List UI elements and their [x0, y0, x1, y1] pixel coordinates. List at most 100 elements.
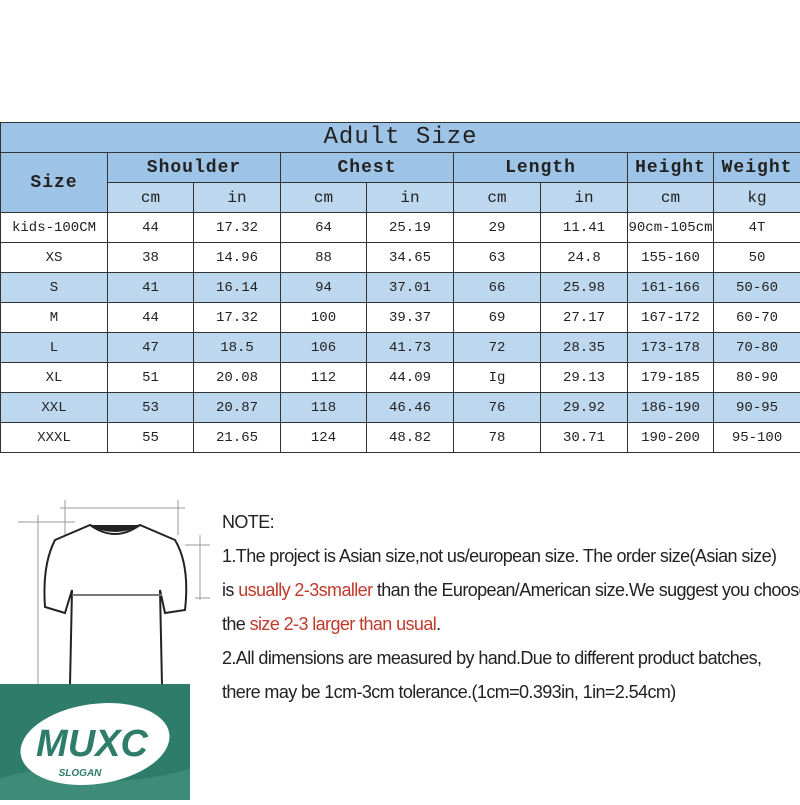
value-cell: 41 [108, 273, 194, 303]
note-line-4: 2.All dimensions are measured by hand.Du… [222, 641, 800, 675]
value-cell: 69 [454, 303, 541, 333]
value-cell: 155-160 [628, 243, 714, 273]
value-cell: 25.98 [541, 273, 628, 303]
brand-logo: MUXC SLOGAN [0, 684, 190, 800]
value-cell: 72 [454, 333, 541, 363]
value-cell: 50-60 [714, 273, 800, 303]
value-cell: 29 [454, 213, 541, 243]
unit-header: in [194, 183, 281, 213]
unit-header: cm [454, 183, 541, 213]
value-cell: 161-166 [628, 273, 714, 303]
value-cell: 124 [281, 423, 367, 453]
value-cell: 179-185 [628, 363, 714, 393]
value-cell: 95-100 [714, 423, 800, 453]
size-header: Size [1, 153, 108, 213]
value-cell: 66 [454, 273, 541, 303]
unit-header: cm [628, 183, 714, 213]
note-line-2: is usually 2-3smaller than the European/… [222, 573, 800, 607]
value-cell: 47 [108, 333, 194, 363]
value-cell: 55 [108, 423, 194, 453]
logo-brand-text: MUXC [36, 723, 148, 765]
note-highlight: size 2-3 larger than usual [250, 614, 437, 634]
value-cell: 27.17 [541, 303, 628, 333]
value-cell: 38 [108, 243, 194, 273]
value-cell: 41.73 [367, 333, 454, 363]
value-cell: 60-70 [714, 303, 800, 333]
note-line-1: 1.The project is Asian size,not us/europ… [222, 539, 800, 573]
value-cell: 90-95 [714, 393, 800, 423]
value-cell: 80-90 [714, 363, 800, 393]
size-cell: XXXL [1, 423, 108, 453]
value-cell: 17.32 [194, 213, 281, 243]
logo-slogan-text: SLOGAN [59, 768, 103, 779]
value-cell: 63 [454, 243, 541, 273]
tshirt-diagram-icon [10, 495, 210, 695]
size-cell: kids-100CM [1, 213, 108, 243]
value-cell: 29.13 [541, 363, 628, 393]
value-cell: 4T [714, 213, 800, 243]
note-text: . [436, 614, 440, 634]
size-cell: XXL [1, 393, 108, 423]
chest-header: Chest [281, 153, 454, 183]
size-cell: XS [1, 243, 108, 273]
size-chart-table: Adult Size Size Shoulder Chest Length He… [0, 122, 800, 453]
table-title: Adult Size [1, 123, 800, 153]
length-header: Length [454, 153, 628, 183]
note-line-5: there may be 1cm-3cm tolerance.(1cm=0.39… [222, 675, 800, 709]
value-cell: 64 [281, 213, 367, 243]
value-cell: Ig [454, 363, 541, 393]
unit-header: in [367, 183, 454, 213]
unit-header: cm [108, 183, 194, 213]
value-cell: 39.37 [367, 303, 454, 333]
value-cell: 167-172 [628, 303, 714, 333]
value-cell: 20.87 [194, 393, 281, 423]
value-cell: 78 [454, 423, 541, 453]
size-cell: L [1, 333, 108, 363]
note-text: than the European/American size.We sugge… [372, 580, 800, 600]
value-cell: 112 [281, 363, 367, 393]
value-cell: 118 [281, 393, 367, 423]
value-cell: 16.14 [194, 273, 281, 303]
value-cell: 53 [108, 393, 194, 423]
value-cell: 50 [714, 243, 800, 273]
value-cell: 100 [281, 303, 367, 333]
value-cell: 11.41 [541, 213, 628, 243]
value-cell: 25.19 [367, 213, 454, 243]
size-cell: S [1, 273, 108, 303]
note-highlight: usually 2-3smaller [238, 580, 372, 600]
value-cell: 44 [108, 303, 194, 333]
value-cell: 17.32 [194, 303, 281, 333]
value-cell: 51 [108, 363, 194, 393]
value-cell: 46.46 [367, 393, 454, 423]
value-cell: 186-190 [628, 393, 714, 423]
unit-header: kg [714, 183, 800, 213]
value-cell: 20.08 [194, 363, 281, 393]
value-cell: 34.65 [367, 243, 454, 273]
value-cell: 29.92 [541, 393, 628, 423]
value-cell: 44 [108, 213, 194, 243]
notes-section: NOTE: 1.The project is Asian size,not us… [222, 505, 800, 709]
value-cell: 28.35 [541, 333, 628, 363]
value-cell: 90cm-105cm [628, 213, 714, 243]
value-cell: 30.71 [541, 423, 628, 453]
size-cell: XL [1, 363, 108, 393]
height-header: Height [628, 153, 714, 183]
unit-header: in [541, 183, 628, 213]
value-cell: 94 [281, 273, 367, 303]
value-cell: 44.09 [367, 363, 454, 393]
value-cell: 76 [454, 393, 541, 423]
shoulder-header: Shoulder [108, 153, 281, 183]
value-cell: 190-200 [628, 423, 714, 453]
note-text: the [222, 614, 250, 634]
value-cell: 70-80 [714, 333, 800, 363]
value-cell: 173-178 [628, 333, 714, 363]
note-line-3: the size 2-3 larger than usual. [222, 607, 800, 641]
notes-heading: NOTE: [222, 505, 800, 539]
